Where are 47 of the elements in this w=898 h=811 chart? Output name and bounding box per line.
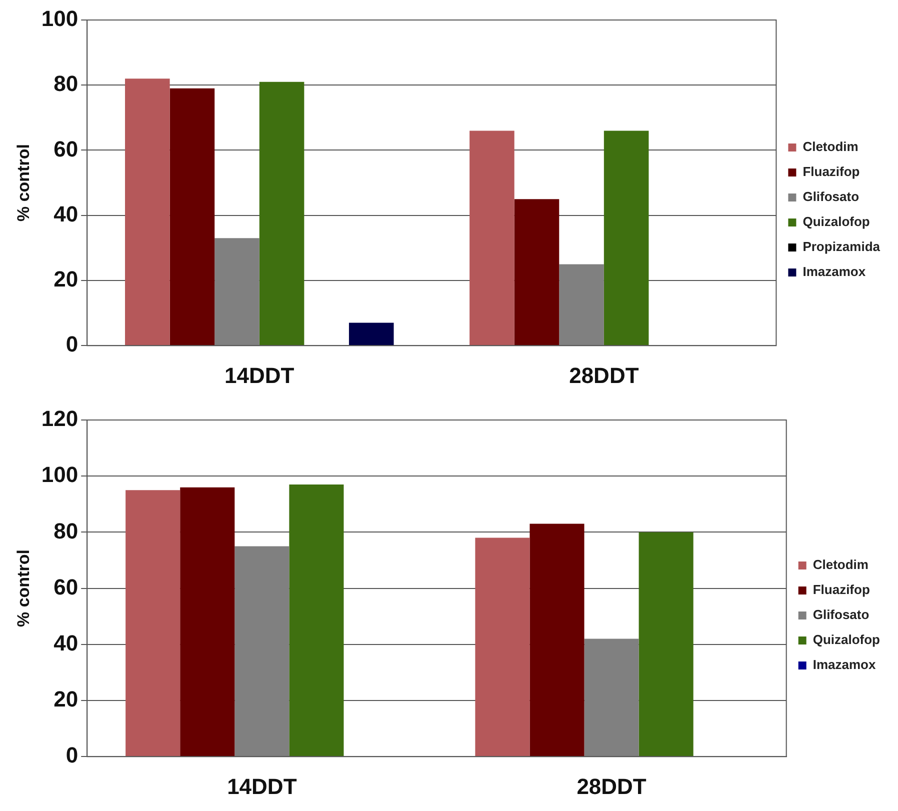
y-tick-label: 120 (41, 406, 78, 432)
x-tick-label: 14DDT (227, 774, 298, 799)
y-axis-title: % control (14, 144, 33, 222)
y-tick-label: 40 (54, 630, 78, 656)
legend-label: Glifosato (812, 607, 870, 622)
y-tick-label: 100 (41, 6, 78, 32)
legend-label: Fluazifop (802, 164, 860, 180)
bar (604, 130, 649, 346)
bar (584, 638, 639, 756)
y-axis-title: % control (14, 550, 33, 628)
y-tick-label: 20 (54, 686, 78, 712)
x-tick-label: 28DDT (569, 362, 640, 388)
legend-label: Glifosato (802, 189, 860, 204)
bar (475, 538, 530, 756)
bar (259, 82, 304, 346)
y-tick-label: 60 (54, 574, 78, 600)
x-tick-label: 28DDT (576, 774, 647, 799)
bar (514, 199, 560, 346)
y-tick-label: 0 (66, 742, 78, 768)
legend-label: Fluazifop (812, 582, 870, 598)
legend-label: Quizalofop (812, 632, 880, 648)
legend-label: Cletodim (802, 139, 858, 154)
x-tick-label: 14DDT (224, 362, 295, 388)
y-tick-label: 40 (54, 201, 78, 226)
legend-label: Imazamox (812, 657, 876, 672)
bar (348, 322, 394, 346)
bar (214, 238, 260, 346)
legend-label: Propizamida (802, 239, 881, 254)
bar (470, 130, 514, 346)
y-tick-label: 80 (54, 518, 78, 544)
y-tick-label: 0 (66, 332, 78, 357)
y-tick-label: 60 (54, 136, 78, 162)
legend-label: Quizalofop (802, 214, 870, 230)
y-tick-label: 20 (54, 266, 78, 292)
y-tick-label: 80 (54, 71, 78, 96)
bar (180, 487, 235, 756)
bar (170, 88, 215, 346)
bar (289, 484, 344, 756)
bar (530, 524, 584, 756)
legend-label: Cletodim (812, 557, 868, 572)
bar (559, 264, 604, 346)
bar (234, 546, 290, 756)
bar (638, 532, 694, 756)
bar (125, 78, 170, 346)
y-tick-label: 100 (41, 462, 78, 488)
bar (126, 490, 180, 756)
legend-label: Imazamox (802, 264, 866, 280)
